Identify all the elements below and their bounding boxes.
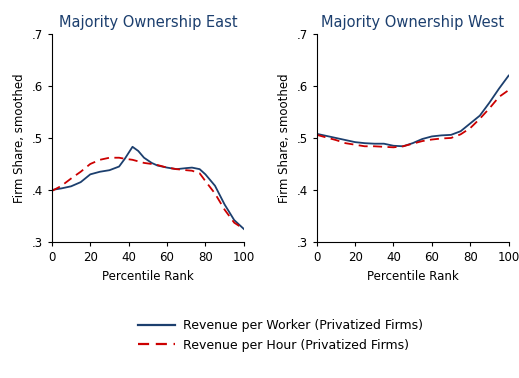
Title: Majority Ownership East: Majority Ownership East [59,15,237,30]
X-axis label: Percentile Rank: Percentile Rank [102,270,194,282]
Legend: Revenue per Worker (Privatized Firms), Revenue per Hour (Privatized Firms): Revenue per Worker (Privatized Firms), R… [133,314,428,356]
Y-axis label: Firm Share, smoothed: Firm Share, smoothed [13,73,26,203]
X-axis label: Percentile Rank: Percentile Rank [367,270,459,282]
Title: Majority Ownership West: Majority Ownership West [321,15,504,30]
Y-axis label: Firm Share, smoothed: Firm Share, smoothed [278,73,291,203]
